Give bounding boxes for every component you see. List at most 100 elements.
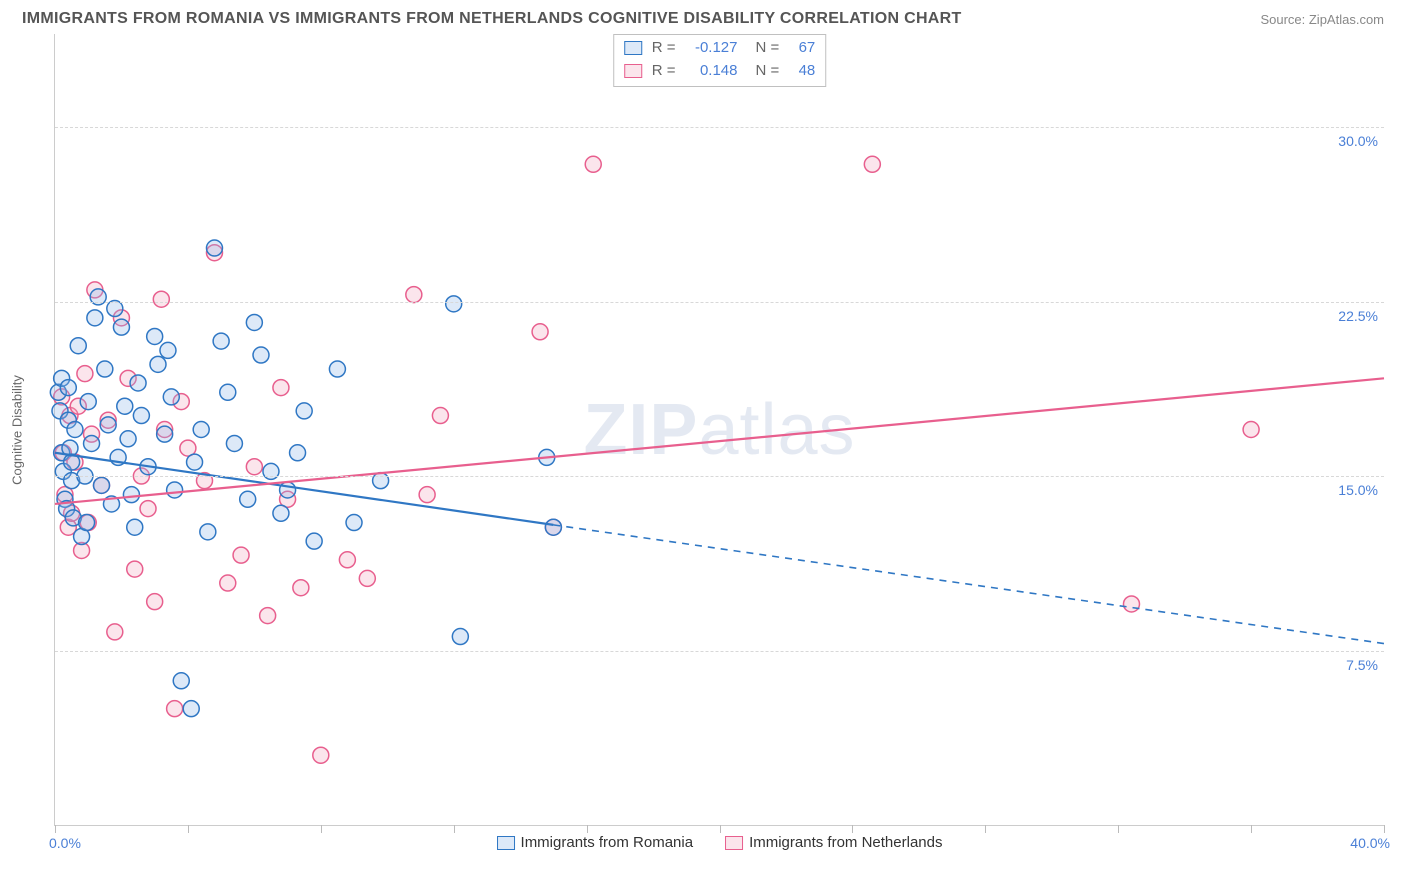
data-point bbox=[240, 491, 256, 507]
data-point bbox=[183, 701, 199, 717]
data-point bbox=[260, 608, 276, 624]
data-point bbox=[147, 328, 163, 344]
legend-item: Immigrants from Netherlands bbox=[725, 834, 942, 851]
x-tick-mark bbox=[1384, 825, 1385, 833]
data-point bbox=[113, 319, 129, 335]
legend-r-label: R = bbox=[652, 60, 676, 83]
legend-r-value: 0.148 bbox=[684, 60, 738, 83]
x-axis-min: 0.0% bbox=[49, 835, 81, 851]
x-tick-mark bbox=[720, 825, 721, 833]
data-point bbox=[133, 408, 149, 424]
x-tick-mark bbox=[188, 825, 189, 833]
data-point bbox=[140, 501, 156, 517]
data-point bbox=[157, 426, 173, 442]
y-tick-label: 7.5% bbox=[1346, 657, 1378, 673]
data-point bbox=[213, 333, 229, 349]
y-axis-label: Cognitive Disability bbox=[10, 375, 25, 485]
legend-n-label: N = bbox=[756, 60, 780, 83]
data-point bbox=[127, 519, 143, 535]
source-label: Source: ZipAtlas.com bbox=[1260, 12, 1384, 27]
data-point bbox=[67, 422, 83, 438]
data-point bbox=[79, 515, 95, 531]
x-tick-mark bbox=[454, 825, 455, 833]
x-tick-mark bbox=[852, 825, 853, 833]
data-point bbox=[97, 361, 113, 377]
data-point bbox=[193, 422, 209, 438]
data-point bbox=[226, 435, 242, 451]
data-point bbox=[80, 394, 96, 410]
data-point bbox=[150, 356, 166, 372]
data-point bbox=[273, 380, 289, 396]
data-point bbox=[173, 673, 189, 689]
gridline bbox=[55, 476, 1384, 477]
data-point bbox=[163, 389, 179, 405]
x-tick-mark bbox=[587, 825, 588, 833]
data-point bbox=[70, 338, 86, 354]
data-point bbox=[107, 624, 123, 640]
x-tick-mark bbox=[1118, 825, 1119, 833]
gridline bbox=[55, 127, 1384, 128]
data-point bbox=[359, 570, 375, 586]
x-tick-mark bbox=[321, 825, 322, 833]
y-tick-label: 30.0% bbox=[1338, 133, 1378, 149]
gridline bbox=[55, 302, 1384, 303]
data-point bbox=[296, 403, 312, 419]
x-tick-mark bbox=[1251, 825, 1252, 833]
legend-row: R = -0.127 N = 67 bbox=[624, 37, 816, 60]
x-axis-max: 40.0% bbox=[1350, 835, 1390, 851]
legend-n-value: 67 bbox=[787, 37, 815, 60]
data-point bbox=[313, 747, 329, 763]
legend-series: Immigrants from Romania Immigrants from N… bbox=[497, 834, 943, 851]
legend-label: Immigrants from Netherlands bbox=[749, 834, 942, 851]
data-point bbox=[130, 375, 146, 391]
data-point bbox=[545, 519, 561, 535]
legend-label: Immigrants from Romania bbox=[521, 834, 694, 851]
data-point bbox=[120, 431, 136, 447]
x-tick-mark bbox=[985, 825, 986, 833]
data-point bbox=[346, 515, 362, 531]
data-point bbox=[233, 547, 249, 563]
data-point bbox=[77, 366, 93, 382]
data-point bbox=[100, 417, 116, 433]
data-point bbox=[532, 324, 548, 340]
data-point bbox=[200, 524, 216, 540]
legend-row: R = 0.148 N = 48 bbox=[624, 60, 816, 83]
data-point bbox=[293, 580, 309, 596]
data-point bbox=[206, 240, 222, 256]
legend-r-value: -0.127 bbox=[684, 37, 738, 60]
data-point bbox=[220, 575, 236, 591]
legend-swatch bbox=[624, 64, 642, 78]
data-point bbox=[147, 594, 163, 610]
data-point bbox=[167, 482, 183, 498]
legend-correlation: R = -0.127 N = 67 R = 0.148 N = 48 bbox=[613, 34, 827, 87]
data-point bbox=[87, 310, 103, 326]
y-tick-label: 22.5% bbox=[1338, 308, 1378, 324]
chart-area: Cognitive Disability ZIPatlas R =-0.127N… bbox=[54, 34, 1384, 826]
legend-item: Immigrants from Romania bbox=[497, 834, 694, 851]
data-point bbox=[153, 291, 169, 307]
y-tick-label: 15.0% bbox=[1338, 482, 1378, 498]
trend-line-extrapolated bbox=[553, 525, 1384, 644]
x-tick-mark bbox=[55, 825, 56, 833]
data-point bbox=[127, 561, 143, 577]
data-point bbox=[107, 301, 123, 317]
legend-n-value: 48 bbox=[787, 60, 815, 83]
trend-line bbox=[55, 378, 1384, 504]
data-point bbox=[253, 347, 269, 363]
data-point bbox=[187, 454, 203, 470]
data-point bbox=[84, 435, 100, 451]
legend-n-label: N = bbox=[756, 37, 780, 60]
data-point bbox=[290, 445, 306, 461]
legend-r-label: R = bbox=[652, 37, 676, 60]
plot-svg bbox=[55, 34, 1384, 825]
data-point bbox=[1243, 422, 1259, 438]
chart-title: IMMIGRANTS FROM ROMANIA VS IMMIGRANTS FR… bbox=[22, 10, 962, 28]
data-point bbox=[419, 487, 435, 503]
legend-swatch bbox=[725, 836, 743, 850]
data-point bbox=[280, 482, 296, 498]
data-point bbox=[246, 459, 262, 475]
data-point bbox=[864, 156, 880, 172]
data-point bbox=[123, 487, 139, 503]
data-point bbox=[446, 296, 462, 312]
data-point bbox=[94, 477, 110, 493]
